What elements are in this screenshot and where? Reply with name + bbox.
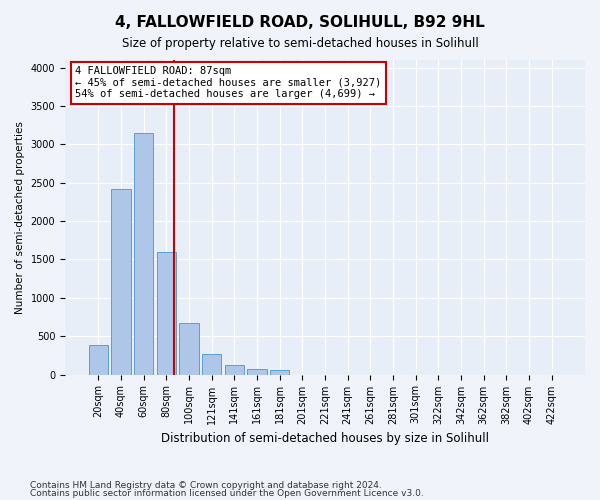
Bar	[89, 344, 108, 374]
X-axis label: Distribution of semi-detached houses by size in Solihull: Distribution of semi-detached houses by …	[161, 432, 489, 445]
Text: 4, FALLOWFIELD ROAD, SOLIHULL, B92 9HL: 4, FALLOWFIELD ROAD, SOLIHULL, B92 9HL	[115, 15, 485, 30]
Text: 4 FALLOWFIELD ROAD: 87sqm
← 45% of semi-detached houses are smaller (3,927)
54% : 4 FALLOWFIELD ROAD: 87sqm ← 45% of semi-…	[76, 66, 382, 100]
Text: Contains public sector information licensed under the Open Government Licence v3: Contains public sector information licen…	[30, 488, 424, 498]
Y-axis label: Number of semi-detached properties: Number of semi-detached properties	[15, 121, 25, 314]
Bar	[202, 354, 221, 374]
Bar	[112, 189, 131, 374]
Text: Size of property relative to semi-detached houses in Solihull: Size of property relative to semi-detach…	[122, 38, 478, 51]
Bar	[179, 323, 199, 374]
Bar	[134, 133, 153, 374]
Text: Contains HM Land Registry data © Crown copyright and database right 2024.: Contains HM Land Registry data © Crown c…	[30, 481, 382, 490]
Bar	[224, 366, 244, 374]
Bar	[270, 370, 289, 374]
Bar	[157, 252, 176, 374]
Bar	[247, 369, 266, 374]
